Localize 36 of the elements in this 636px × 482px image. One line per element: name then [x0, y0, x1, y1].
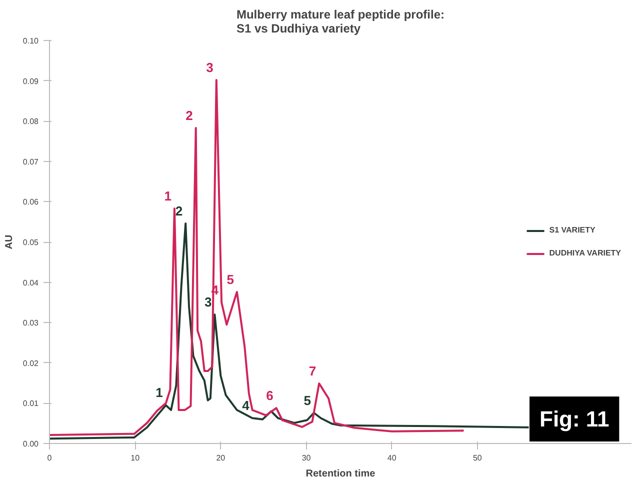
y-axis-title: AU: [4, 234, 15, 250]
legend-label: DUDHIYA VARIETY: [549, 248, 621, 258]
annotation: 6: [266, 388, 274, 404]
annotation: 3: [206, 60, 214, 75]
y-tick-label: 0.03: [22, 318, 40, 328]
annotation: 4: [242, 398, 250, 414]
chart-title: Mulberry mature leaf peptide profile: S1 vs Dudhiya variety: [236, 8, 445, 36]
x-axis-title: Retention time: [306, 468, 376, 480]
y-tick-label: 0.08: [22, 117, 40, 126]
y-tick-label: 0.09: [22, 76, 40, 86]
annotation: 2: [186, 108, 193, 123]
annotation: Fig: 11: [540, 406, 610, 432]
y-tick-label: 0.04: [22, 278, 40, 288]
y-tick-label: 0.01: [22, 399, 40, 408]
legend-label: S1 VARIETY: [549, 226, 596, 234]
x-tick-label: 0: [47, 454, 52, 462]
x-tick-label: 10: [130, 454, 140, 462]
y-tick-label: 0.00: [22, 440, 40, 448]
annotation: 5: [304, 392, 311, 408]
y-tick-label: 0.06: [22, 198, 40, 207]
y-tick-label: 0.02: [22, 358, 40, 368]
x-tick-label: 30: [302, 454, 312, 462]
annotation: 3: [204, 294, 212, 310]
annotation: 2: [175, 203, 183, 218]
y-tick-label: 0.07: [22, 157, 40, 166]
annotation: 7: [308, 363, 316, 378]
x-tick-label: 40: [387, 454, 397, 462]
x-tick-label: 20: [216, 454, 226, 462]
annotation: 5: [226, 272, 234, 287]
line-series: [50, 222, 530, 440]
annotation: 1: [156, 385, 163, 400]
line-series: [50, 78, 465, 436]
x-tick-label: 50: [472, 454, 482, 462]
annotation: 1: [164, 188, 172, 204]
y-tick-label: 0.05: [22, 238, 40, 247]
y-tick-label: 0.10: [22, 36, 40, 46]
